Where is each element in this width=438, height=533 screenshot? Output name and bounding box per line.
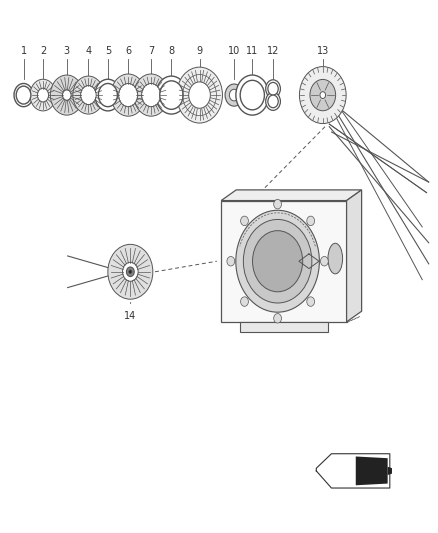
Circle shape	[160, 81, 183, 109]
Circle shape	[108, 244, 153, 299]
Circle shape	[127, 267, 134, 277]
Circle shape	[240, 297, 248, 306]
Text: 14: 14	[124, 311, 137, 321]
Circle shape	[50, 75, 83, 115]
Text: 5: 5	[105, 45, 111, 55]
Polygon shape	[388, 467, 392, 475]
Circle shape	[266, 80, 280, 98]
Circle shape	[95, 79, 121, 111]
Text: 1: 1	[21, 45, 27, 55]
Text: 13: 13	[317, 45, 329, 55]
Circle shape	[300, 67, 346, 124]
Polygon shape	[221, 190, 362, 200]
Circle shape	[236, 211, 319, 312]
Circle shape	[244, 220, 312, 303]
Circle shape	[99, 84, 117, 107]
Polygon shape	[346, 190, 362, 322]
Text: 6: 6	[125, 45, 131, 55]
Circle shape	[253, 231, 303, 292]
Circle shape	[320, 92, 325, 99]
Text: 7: 7	[148, 45, 154, 55]
Circle shape	[321, 256, 328, 266]
Circle shape	[268, 95, 278, 108]
Bar	[240, 322, 328, 332]
Circle shape	[111, 74, 145, 116]
Circle shape	[14, 84, 33, 107]
Text: 9: 9	[197, 45, 203, 55]
Circle shape	[189, 82, 210, 108]
Bar	[221, 200, 346, 322]
Text: 12: 12	[267, 45, 279, 55]
Circle shape	[81, 86, 96, 104]
Circle shape	[30, 79, 56, 111]
Text: 2: 2	[40, 45, 46, 55]
Circle shape	[16, 86, 31, 104]
Text: 10: 10	[228, 45, 240, 55]
Circle shape	[129, 270, 132, 273]
Circle shape	[123, 262, 138, 281]
Circle shape	[268, 83, 278, 95]
Circle shape	[240, 80, 265, 110]
Text: 11: 11	[246, 45, 258, 55]
Circle shape	[274, 199, 282, 209]
Polygon shape	[356, 456, 388, 485]
Circle shape	[310, 79, 336, 111]
Circle shape	[266, 92, 280, 110]
Circle shape	[134, 74, 168, 116]
Circle shape	[274, 313, 282, 323]
Circle shape	[227, 256, 235, 266]
Text: 8: 8	[168, 45, 174, 55]
Circle shape	[156, 76, 187, 114]
Circle shape	[63, 90, 71, 100]
Circle shape	[307, 297, 314, 306]
Circle shape	[119, 84, 138, 107]
Text: 3: 3	[64, 45, 70, 55]
Circle shape	[225, 84, 243, 106]
Circle shape	[230, 90, 239, 101]
Text: 4: 4	[85, 45, 92, 55]
Circle shape	[37, 88, 49, 102]
Circle shape	[73, 76, 104, 114]
Circle shape	[240, 216, 248, 225]
Circle shape	[236, 75, 269, 115]
Circle shape	[177, 67, 223, 123]
Circle shape	[307, 216, 314, 225]
Circle shape	[141, 84, 161, 107]
Ellipse shape	[328, 243, 343, 274]
